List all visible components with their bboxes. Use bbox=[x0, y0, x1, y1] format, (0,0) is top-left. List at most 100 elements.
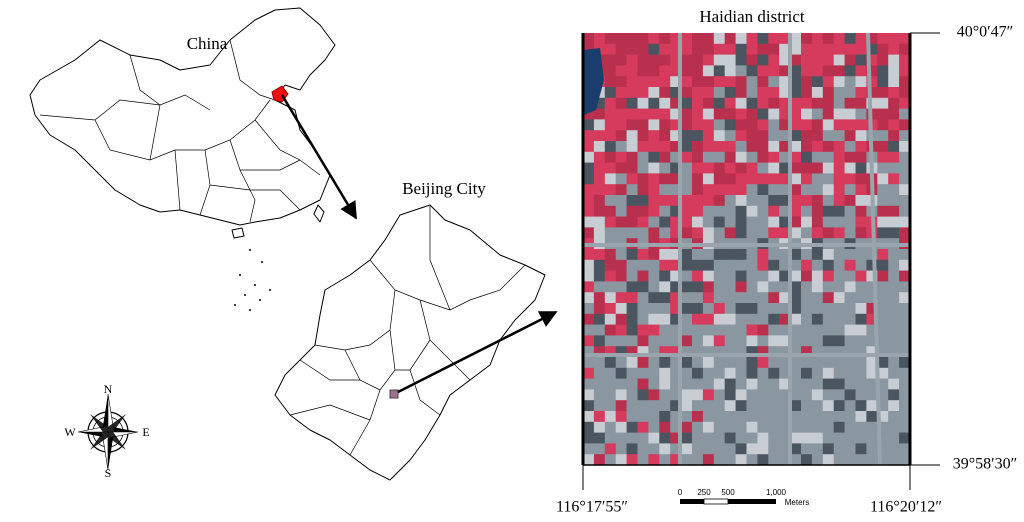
image-block bbox=[692, 151, 704, 163]
coord-north: 40°0′47″ bbox=[957, 24, 1014, 41]
image-block bbox=[757, 151, 769, 163]
image-block bbox=[626, 119, 638, 131]
image-block bbox=[626, 335, 638, 347]
image-block bbox=[833, 292, 845, 304]
image-block bbox=[648, 367, 660, 379]
image-block bbox=[811, 162, 824, 174]
image-block bbox=[735, 216, 747, 228]
image-block bbox=[681, 357, 693, 369]
image-block bbox=[833, 367, 845, 379]
image-block bbox=[877, 421, 889, 433]
image-block bbox=[801, 130, 813, 142]
image-block bbox=[833, 432, 845, 444]
image-block bbox=[822, 227, 834, 239]
image-block bbox=[790, 195, 802, 207]
image-block bbox=[822, 119, 834, 131]
image-block bbox=[844, 335, 856, 347]
image-block bbox=[659, 97, 671, 109]
image-block bbox=[713, 335, 725, 347]
image-block bbox=[735, 130, 747, 142]
image-block bbox=[659, 335, 671, 347]
image-block bbox=[659, 195, 671, 207]
image-block bbox=[768, 378, 780, 390]
image-block bbox=[593, 421, 606, 433]
image-block bbox=[648, 357, 660, 369]
image-block bbox=[877, 119, 889, 131]
image-block bbox=[724, 33, 736, 45]
image-block bbox=[790, 130, 802, 142]
image-block bbox=[637, 281, 649, 293]
image-block bbox=[681, 54, 693, 66]
image-block bbox=[626, 65, 638, 77]
image-block bbox=[757, 162, 769, 174]
image-block bbox=[833, 141, 845, 153]
image-block bbox=[626, 313, 638, 325]
image-block bbox=[648, 173, 660, 185]
image-block bbox=[746, 432, 758, 444]
image-block bbox=[681, 151, 693, 163]
image-block bbox=[866, 367, 878, 379]
image-block bbox=[768, 357, 780, 369]
image-block bbox=[855, 173, 867, 185]
image-block bbox=[604, 357, 616, 369]
image-block bbox=[779, 76, 791, 88]
image-block bbox=[681, 400, 693, 412]
image-block bbox=[899, 54, 911, 66]
image-block bbox=[768, 33, 780, 45]
image-block bbox=[692, 313, 704, 325]
image-block bbox=[801, 454, 813, 466]
image-block bbox=[713, 313, 725, 325]
image-block bbox=[583, 378, 595, 390]
image-block bbox=[670, 119, 682, 131]
image-block bbox=[604, 346, 616, 358]
image-block bbox=[648, 195, 660, 207]
image-block bbox=[615, 97, 627, 109]
image-block bbox=[713, 97, 725, 109]
image-block bbox=[583, 303, 595, 315]
image-block bbox=[822, 54, 834, 66]
image-block bbox=[833, 151, 845, 163]
image-block bbox=[888, 346, 900, 358]
image-block bbox=[583, 357, 595, 369]
image-block bbox=[866, 432, 878, 444]
image-block bbox=[746, 400, 758, 412]
image-block bbox=[659, 249, 671, 261]
image-block bbox=[659, 205, 671, 217]
image-block bbox=[822, 130, 834, 142]
image-block bbox=[757, 432, 769, 444]
image-block bbox=[833, 43, 845, 55]
image-block bbox=[768, 335, 780, 347]
image-block bbox=[648, 303, 660, 315]
image-block bbox=[670, 367, 682, 379]
image-block bbox=[757, 303, 769, 315]
image-block bbox=[626, 281, 638, 293]
image-block bbox=[888, 259, 900, 271]
image-block bbox=[724, 184, 736, 196]
image-block bbox=[801, 313, 813, 325]
image-block bbox=[866, 76, 878, 88]
image-block bbox=[866, 97, 878, 109]
image-block bbox=[790, 205, 802, 217]
image-block bbox=[604, 378, 616, 390]
image-block bbox=[659, 54, 671, 66]
image-block bbox=[822, 411, 834, 423]
image-block bbox=[659, 65, 671, 77]
image-block bbox=[899, 313, 911, 325]
image-block bbox=[811, 346, 824, 358]
image-block bbox=[866, 87, 878, 99]
image-block bbox=[735, 454, 747, 466]
image-block bbox=[855, 389, 867, 401]
image-block bbox=[692, 216, 704, 228]
image-block bbox=[855, 443, 867, 455]
image-block bbox=[811, 411, 824, 423]
coord-west: 116°17′55″ bbox=[556, 499, 628, 516]
image-block bbox=[866, 43, 878, 55]
image-block bbox=[692, 65, 704, 77]
image-block bbox=[702, 389, 715, 401]
image-block bbox=[713, 76, 725, 88]
image-block bbox=[583, 313, 595, 325]
image-block bbox=[681, 454, 693, 466]
image-block bbox=[615, 43, 627, 55]
image-block bbox=[899, 357, 911, 369]
image-block bbox=[844, 411, 856, 423]
